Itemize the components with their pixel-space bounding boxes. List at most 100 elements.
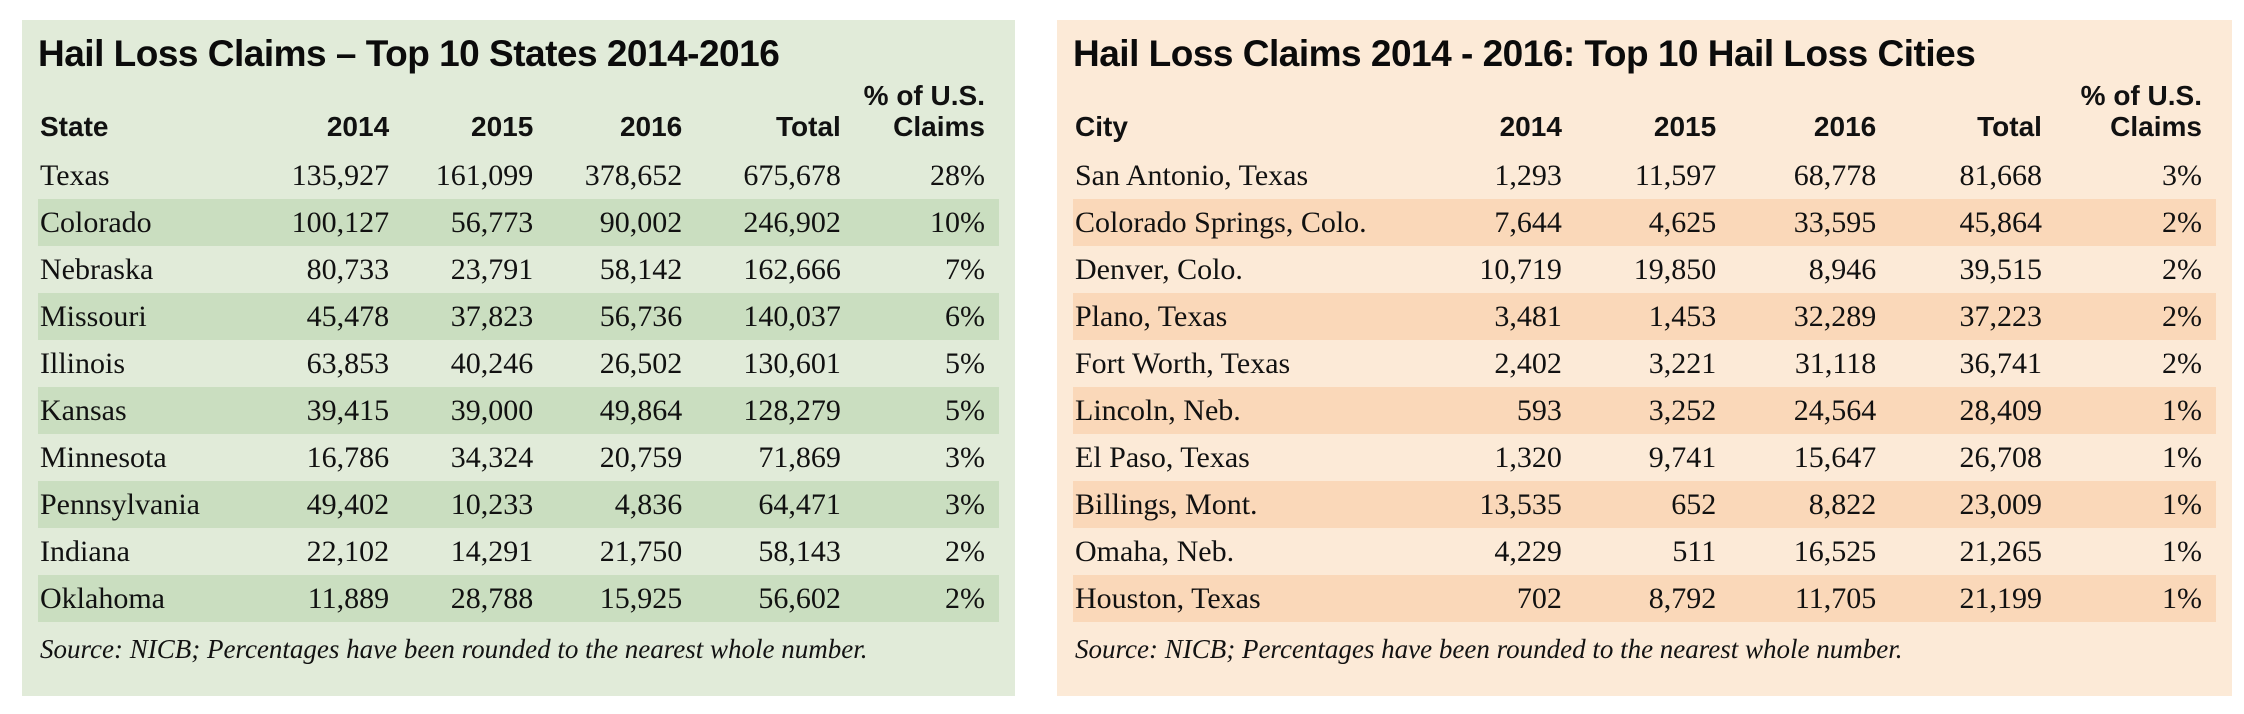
table-row: Billings, Mont. 13,535 652 8,822 23,009 1%: [1073, 481, 2216, 529]
value-cell: 21,750: [599, 534, 683, 568]
value-cell: 49,402: [306, 487, 390, 521]
row-label-cell: Billings, Mont.: [1075, 487, 1258, 521]
value-cell: 64,471: [758, 487, 841, 521]
value-cell: 80,733: [306, 252, 390, 286]
table-row: San Antonio, Texas 1,293 11,597 68,778 81,66…: [1073, 152, 2216, 199]
value-cell: 162,666: [743, 252, 841, 286]
value-cell: 21,199: [1959, 581, 2042, 615]
row-label-cell: Missouri: [40, 299, 147, 333]
value-cell: 3,221: [1648, 346, 1717, 380]
row-label-cell: Lincoln, Neb.: [1075, 393, 1241, 427]
value-cell: 1%: [2162, 581, 2202, 615]
value-cell: 675,678: [743, 158, 841, 192]
value-cell: 28,788: [450, 581, 534, 615]
value-cell: 13,535: [1479, 487, 1562, 521]
value-cell: 49,864: [599, 393, 683, 427]
value-cell: 1%: [2162, 487, 2202, 521]
value-cell: 23,791: [450, 252, 534, 286]
value-cell: 63,853: [306, 346, 390, 380]
value-cell: 20,759: [599, 440, 683, 474]
value-cell: 28%: [930, 158, 985, 192]
table-row: Minnesota 16,786 34,324 20,759 71,869 3%: [38, 434, 999, 481]
table-row: Lincoln, Neb. 593 3,252 24,564 28,409 1%: [1073, 387, 2216, 435]
value-cell: 1%: [2162, 534, 2202, 568]
cities-source-note: Source: NICB; Percentages have been roun…: [1075, 634, 1903, 665]
value-cell: 90,002: [599, 205, 683, 239]
value-cell: 2%: [2162, 252, 2202, 286]
value-cell: 10,719: [1479, 252, 1562, 286]
value-cell: 21,265: [1959, 534, 2042, 568]
value-cell: 7%: [945, 252, 985, 286]
value-cell: 246,902: [743, 205, 841, 239]
value-cell: 45,478: [306, 299, 390, 333]
row-label-cell: Nebraska: [40, 252, 154, 286]
value-cell: 10,233: [450, 487, 534, 521]
value-cell: 3,252: [1648, 393, 1717, 427]
table-row: Colorado Springs, Colo. 7,644 4,625 33,595 4…: [1073, 199, 2216, 247]
value-cell: 14,291: [450, 534, 534, 568]
table-row: Nebraska 80,733 23,791 58,142 162,666 7%: [38, 246, 999, 293]
value-cell: 652: [1671, 487, 1717, 521]
value-cell: 511: [1672, 534, 1717, 568]
header-row: State 2014 2015 2016 Total % of U.S. Claims: [38, 78, 999, 152]
value-cell: 19,850: [1633, 252, 1717, 286]
value-cell: 32,289: [1793, 299, 1877, 333]
table-row: Colorado 100,127 56,773 90,002 246,902 10%: [38, 199, 999, 247]
value-cell: 6%: [945, 299, 985, 333]
cities-table-body: San Antonio, Texas 1,293 11,597 68,778 81,66…: [1073, 152, 2216, 623]
value-cell: 2%: [2162, 205, 2202, 239]
table-row: Omaha, Neb. 4,229 511 16,525 21,265 1%: [1073, 528, 2216, 575]
value-cell: 24,564: [1793, 393, 1877, 427]
row-label-cell: Texas: [40, 158, 110, 192]
value-cell: 28,409: [1959, 393, 2042, 427]
row-label-cell: Colorado Springs, Colo.: [1075, 205, 1367, 239]
row-label-cell: El Paso, Texas: [1075, 440, 1250, 474]
value-cell: 11,889: [307, 581, 390, 615]
value-cell: 39,515: [1959, 252, 2042, 286]
value-cell: 8,792: [1648, 581, 1717, 615]
column-header: Total: [776, 111, 841, 143]
column-header: State: [40, 111, 109, 143]
value-cell: 39,000: [450, 393, 534, 427]
states-source-note: Source: NICB; Percentages have been roun…: [40, 634, 868, 665]
column-header: 2015: [471, 111, 534, 143]
value-cell: 9,741: [1648, 440, 1717, 474]
row-label-cell: Houston, Texas: [1075, 581, 1261, 615]
value-cell: 26,502: [599, 346, 683, 380]
table-row: Pennsylvania 49,402 10,233 4,836 64,471 3%: [38, 481, 999, 529]
value-cell: 1,320: [1494, 440, 1562, 474]
states-table-header: State 2014 2015 2016 Total % of U.S. Claims: [38, 78, 999, 152]
cities-table-header: City 2014 2015 2016 Total % of U.S. Claims: [1073, 78, 2216, 152]
header-row: City 2014 2015 2016 Total % of U.S. Claims: [1073, 78, 2216, 152]
row-label-cell: Denver, Colo.: [1075, 252, 1243, 286]
value-cell: 16,525: [1793, 534, 1877, 568]
value-cell: 2,402: [1494, 346, 1562, 380]
value-cell: 8,822: [1808, 487, 1877, 521]
row-label-cell: Minnesota: [40, 440, 167, 474]
row-label-cell: Pennsylvania: [40, 487, 200, 521]
value-cell: 1%: [2162, 440, 2202, 474]
value-cell: 702: [1516, 581, 1562, 615]
states-table: State 2014 2015 2016 Total % of U.S. Claims T…: [38, 78, 999, 623]
column-header: 2014: [1499, 111, 1562, 143]
column-header: 2016: [1813, 111, 1877, 143]
table-row: Missouri 45,478 37,823 56,736 140,037 6%: [38, 293, 999, 341]
row-label-cell: Fort Worth, Texas: [1075, 346, 1291, 380]
table-row: Fort Worth, Texas 2,402 3,221 31,118 36,741 2…: [1073, 340, 2216, 387]
value-cell: 5%: [945, 393, 985, 427]
value-cell: 161,099: [435, 158, 534, 192]
row-label-cell: Colorado: [40, 205, 152, 239]
table-row: Plano, Texas 3,481 1,453 32,289 37,223 2%: [1073, 293, 2216, 341]
table-row: Kansas 39,415 39,000 49,864 128,279 5%: [38, 387, 999, 435]
value-cell: 1,293: [1494, 158, 1562, 192]
value-cell: 4,836: [614, 487, 683, 521]
value-cell: 71,869: [758, 440, 841, 474]
value-cell: 8,946: [1808, 252, 1877, 286]
value-cell: 10%: [930, 205, 985, 239]
states-table-panel: Hail Loss Claims – Top 10 States 2014-20…: [22, 20, 1015, 696]
value-cell: 130,601: [743, 346, 841, 380]
column-header: Total: [1977, 111, 2042, 143]
value-cell: 11,705: [1794, 581, 1877, 615]
value-cell: 2%: [2162, 346, 2202, 380]
